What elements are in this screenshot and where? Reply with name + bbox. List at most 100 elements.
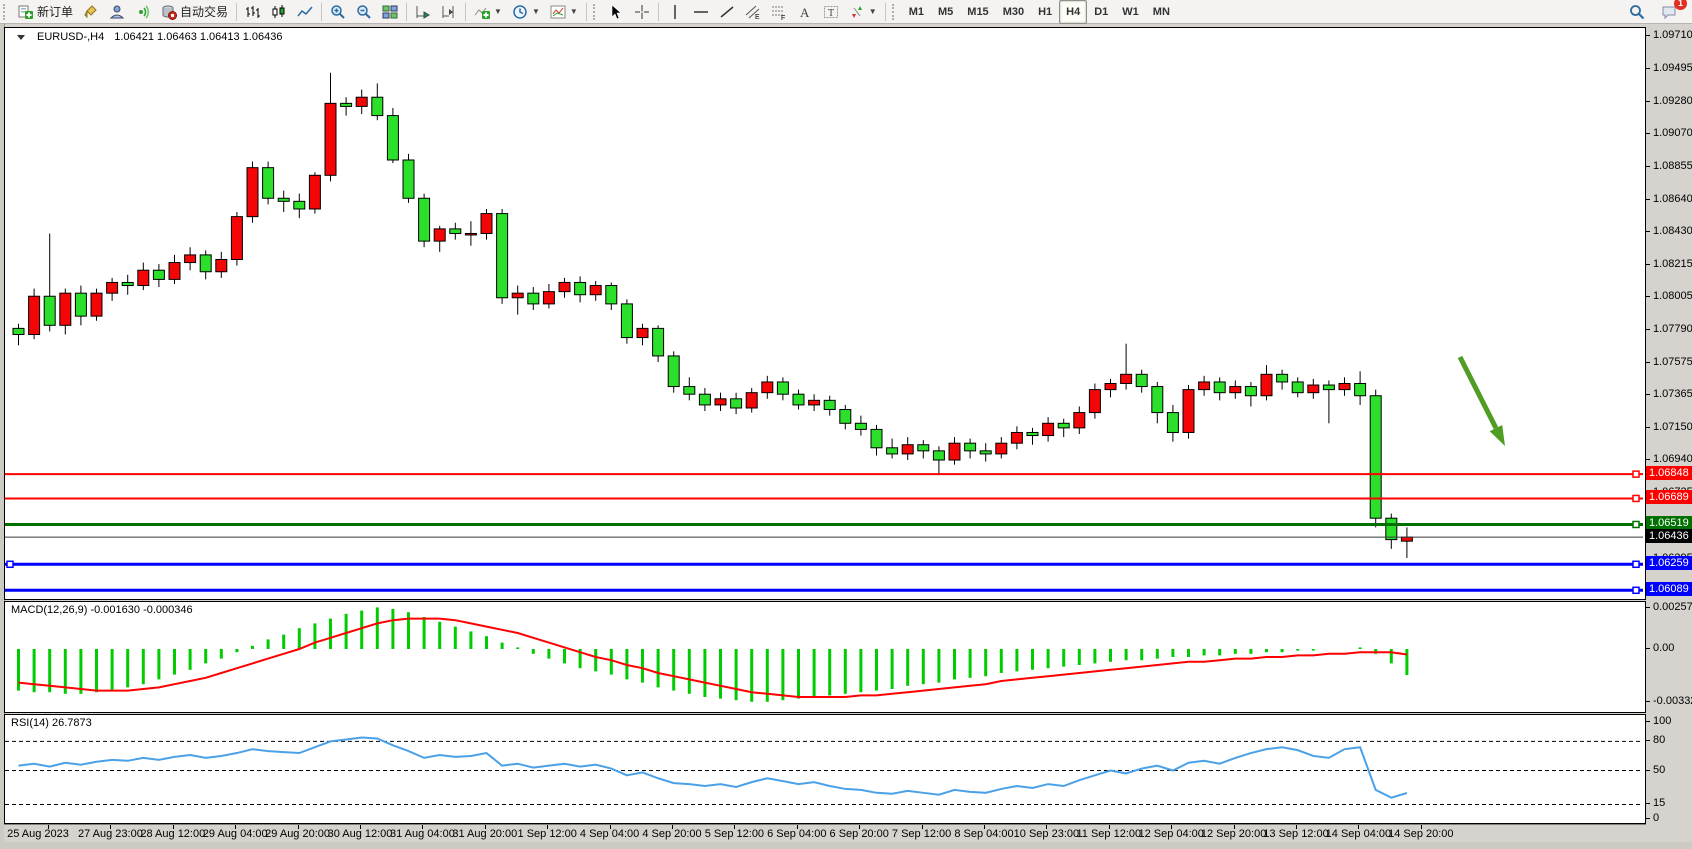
timeframe-d1-button[interactable]: D1 — [1094, 5, 1109, 18]
date-tick-label: 11 Sep 12:00 — [1076, 828, 1142, 840]
macd-chart-surface[interactable] — [5, 602, 1643, 710]
candle — [90, 288, 103, 321]
date-tick-mark — [547, 825, 549, 829]
date-axis[interactable]: 25 Aug 2023 27 Aug 23:00 28 Aug 12:00 29 Au… — [4, 824, 1646, 842]
candle — [293, 193, 306, 219]
price-tick-label: 1.09070 — [1653, 126, 1692, 139]
crosshair-button[interactable] — [629, 0, 655, 24]
price-tick-mark — [1646, 230, 1650, 232]
price-tick-mark — [1646, 459, 1650, 461]
candle — [636, 323, 649, 346]
vertical-line-button[interactable] — [662, 0, 688, 24]
price-chart-panel[interactable]: EURUSD-,H4 1.06421 1.06463 1.06413 1.064… — [4, 27, 1646, 600]
rsi-panel[interactable]: RSI(14) 26.7873 — [4, 714, 1646, 824]
crosshair-icon — [634, 4, 650, 20]
macd-tick-mark — [1646, 606, 1650, 608]
date-tick-mark — [484, 825, 486, 829]
indicators-button[interactable]: ▼ — [469, 0, 507, 24]
dropdown-caret-icon[interactable]: ▼ — [494, 7, 502, 16]
date-tick-mark — [1108, 825, 1110, 829]
chart-shift-button[interactable] — [436, 0, 462, 24]
line-handle[interactable] — [1632, 586, 1640, 595]
candle — [1322, 380, 1335, 424]
date-tick-mark — [859, 825, 861, 829]
periods-button[interactable]: ▼ — [507, 0, 545, 24]
date-tick-mark — [1358, 825, 1360, 829]
zoom-out-icon — [356, 4, 372, 20]
fibonacci-button[interactable]: F — [766, 0, 792, 24]
search-button[interactable] — [1624, 0, 1650, 24]
timeframe-m30-button[interactable]: M30 — [1002, 5, 1025, 18]
templates-button[interactable]: ▼ — [545, 0, 583, 24]
svg-text:A: A — [800, 5, 810, 20]
zoom-in-button[interactable] — [325, 0, 351, 24]
timeframe-m5-button[interactable]: M5 — [938, 5, 954, 18]
text-label-button[interactable]: T — [818, 0, 844, 24]
zoom-out-button[interactable] — [351, 0, 377, 24]
svg-text:E: E — [755, 14, 760, 20]
price-tick-mark — [1646, 328, 1650, 330]
horizontal-line-button[interactable] — [688, 0, 714, 24]
candle — [1073, 406, 1086, 435]
line-handle[interactable] — [1632, 494, 1640, 503]
text-button[interactable]: A — [792, 0, 818, 24]
toolbar-grip — [891, 3, 899, 20]
chat-button[interactable]: 1 — [1656, 0, 1687, 24]
timeframe-mn-button[interactable]: MN — [1152, 5, 1170, 18]
channel-icon: E — [745, 4, 761, 20]
cursor-button[interactable] — [603, 0, 629, 24]
date-tick-label: 1 Sep 12:00 — [517, 828, 577, 840]
price-level-label: 1.06689 — [1646, 490, 1692, 505]
auto-scroll-button[interactable] — [410, 0, 436, 24]
price-level-label: 1.06848 — [1646, 466, 1692, 481]
arrows-button[interactable]: ▼ — [844, 0, 882, 24]
candle — [714, 392, 727, 412]
line-handle[interactable] — [1632, 470, 1640, 478]
dropdown-caret-icon[interactable]: ▼ — [569, 7, 578, 16]
line-handle[interactable] — [6, 560, 14, 569]
date-tick-label: 14 Sep 04:00 — [1325, 828, 1392, 840]
line-handle[interactable] — [1632, 520, 1640, 529]
bar-chart-button[interactable] — [240, 0, 266, 24]
rsi-chart-surface[interactable] — [5, 715, 1643, 821]
candle — [823, 395, 836, 416]
macd-panel[interactable]: MACD(12,26,9) -0.001630 -0.000346 — [4, 601, 1646, 713]
candle — [246, 161, 259, 223]
auto-trading-label: 自动交易 — [180, 5, 229, 19]
equidistant-channel-button[interactable]: E — [740, 0, 766, 24]
macd-signal-line — [18, 617, 1408, 698]
price-axis[interactable]: 1.09710 1.09495 1.09280 1.09070 1.08855 1.086… — [1646, 27, 1692, 824]
timeframe-m1-button[interactable]: M1 — [908, 5, 924, 18]
new-order-button[interactable]: 新订单 — [13, 0, 78, 24]
timeframe-m15-button[interactable]: M15 — [967, 5, 989, 18]
candle — [496, 208, 509, 304]
trendline-button[interactable] — [714, 0, 740, 24]
candle — [1260, 365, 1273, 401]
date-tick-mark — [1296, 825, 1297, 829]
dropdown-caret-icon[interactable]: ▼ — [531, 7, 540, 16]
timeframe-w1-button[interactable]: W1 — [1122, 5, 1139, 18]
price-tick-label: 1.06940 — [1653, 453, 1692, 466]
window-menu-triangle-icon[interactable] — [17, 34, 25, 40]
candlestick-chart-surface[interactable] — [5, 28, 1643, 597]
candle — [340, 97, 353, 116]
auto-trading-button[interactable]: 自动交易 — [156, 0, 233, 24]
candlestick-chart-button[interactable] — [266, 0, 292, 24]
arrow-annotation[interactable] — [1457, 355, 1505, 446]
candle — [43, 233, 56, 332]
styles-button[interactable] — [78, 0, 104, 24]
signals-button[interactable] — [130, 0, 156, 24]
line-handle[interactable] — [1632, 560, 1640, 569]
price-tick-label: 1.07790 — [1653, 322, 1692, 335]
candle — [262, 161, 275, 205]
svg-text:F: F — [781, 15, 785, 20]
price-tick-label: 1.09495 — [1653, 61, 1692, 74]
candle — [371, 83, 384, 121]
profiles-button[interactable] — [104, 0, 130, 24]
line-chart-button[interactable] — [292, 0, 318, 24]
tile-windows-button[interactable] — [377, 0, 403, 24]
dropdown-caret-icon[interactable]: ▼ — [868, 7, 877, 16]
price-level-label: 1.06436 — [1646, 529, 1692, 544]
timeframe-h1-button[interactable]: H1 — [1038, 5, 1053, 18]
timeframe-h4-button[interactable]: H4 — [1059, 0, 1088, 24]
